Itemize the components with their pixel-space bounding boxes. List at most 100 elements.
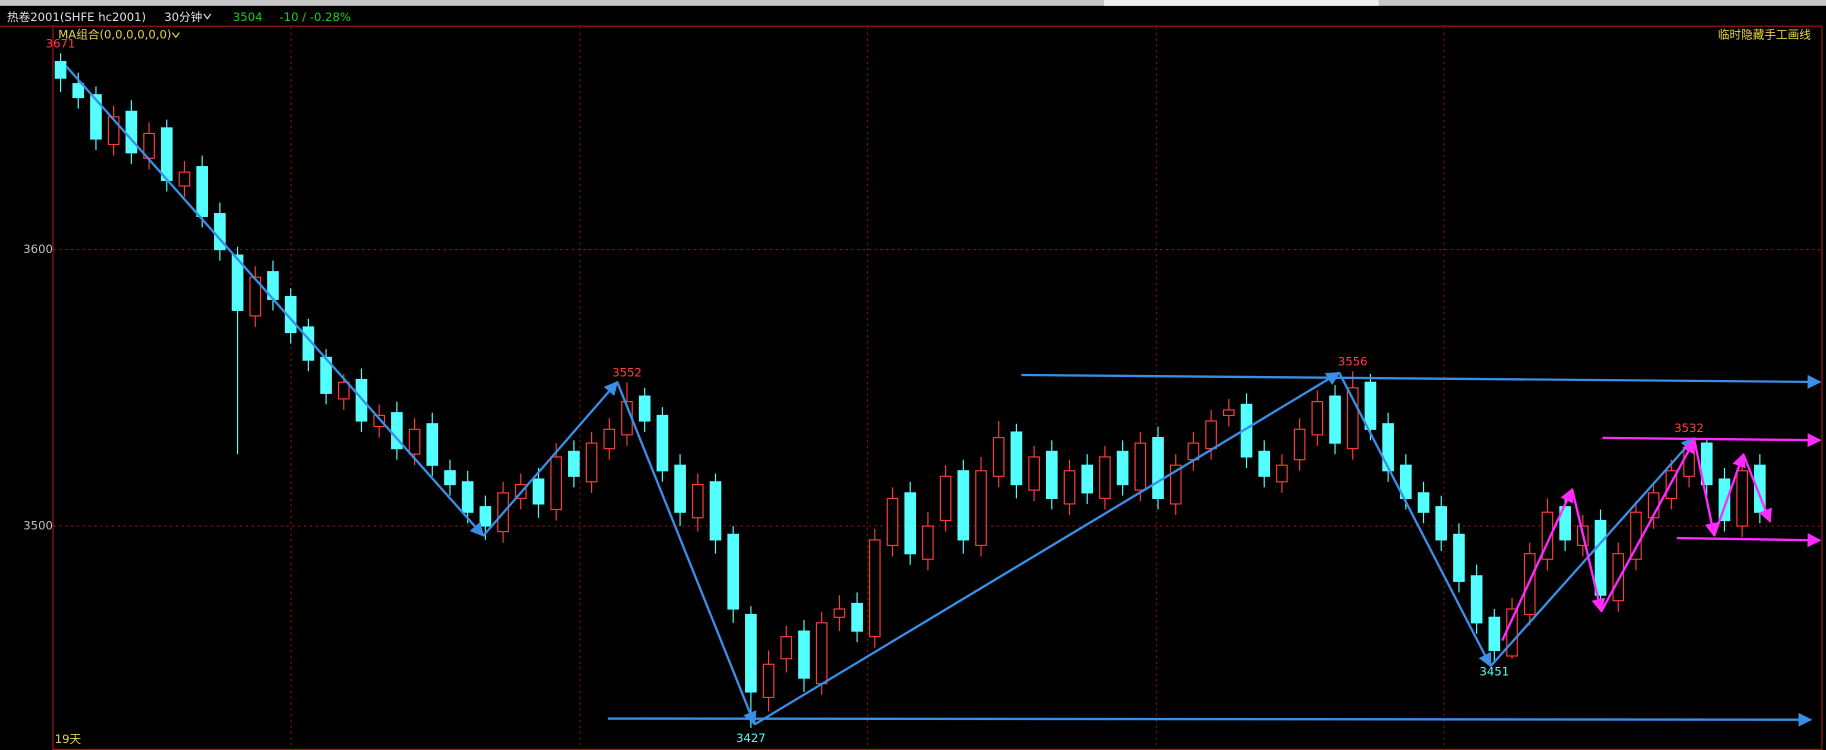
candle-body xyxy=(160,127,173,182)
candle-body xyxy=(1541,511,1554,560)
candle-body xyxy=(886,497,899,546)
candle-body xyxy=(1400,464,1412,499)
candle-body xyxy=(391,412,403,450)
candle-body xyxy=(1134,442,1147,491)
candle-body xyxy=(1736,470,1748,527)
candle-body xyxy=(1010,431,1023,486)
candle-body xyxy=(1258,450,1271,477)
candle-body xyxy=(922,525,934,560)
candle-body xyxy=(444,470,456,486)
high-label: 3532 xyxy=(1674,421,1704,435)
footer-label: 19天 xyxy=(55,732,82,746)
candle-body xyxy=(1523,553,1536,616)
trend-lines xyxy=(65,65,1822,727)
candle-body xyxy=(1276,464,1288,483)
candle-body xyxy=(656,414,669,472)
candle-body xyxy=(1488,616,1501,652)
hide-drawings-button[interactable]: 临时隐藏手工画线 xyxy=(1718,27,1811,41)
candle-body xyxy=(904,492,917,555)
low-label: 3451 xyxy=(1480,665,1510,679)
candle-body xyxy=(550,456,563,511)
period-arrow xyxy=(203,13,212,20)
candle-body xyxy=(1612,553,1625,602)
candle-body xyxy=(178,171,191,187)
candle-body xyxy=(337,381,350,400)
candle-body xyxy=(1045,450,1058,499)
candle-body xyxy=(975,470,987,546)
candle-body xyxy=(426,423,439,466)
candle-body xyxy=(1099,456,1111,499)
candle-body xyxy=(1506,608,1518,657)
candle-body xyxy=(798,630,810,679)
plot-frame xyxy=(52,25,1823,750)
candle-body xyxy=(373,414,385,428)
candle-body xyxy=(1293,428,1306,461)
candle-body xyxy=(1382,423,1394,472)
day-separators xyxy=(290,26,1445,749)
candle-body xyxy=(1470,575,1483,624)
candle-body xyxy=(125,110,138,154)
candle-body xyxy=(1223,409,1235,417)
candle-body xyxy=(107,116,120,146)
candle-body xyxy=(1700,442,1713,486)
candle-body xyxy=(1116,450,1129,486)
candle-body xyxy=(745,613,757,693)
candle-body xyxy=(1311,401,1324,436)
y-tick-label: 3500 xyxy=(23,519,53,533)
candle-body xyxy=(72,83,85,99)
candle-body xyxy=(1364,381,1377,430)
candle-body xyxy=(1417,492,1430,513)
candle-body xyxy=(479,506,492,527)
high-label: 3552 xyxy=(612,365,642,379)
candle-body xyxy=(1453,533,1465,582)
candle-body xyxy=(762,663,775,699)
candle-body xyxy=(568,450,580,477)
candle-body xyxy=(1594,519,1607,596)
candle-body xyxy=(939,475,952,522)
price: 3504 xyxy=(233,10,263,24)
high-label: 3671 xyxy=(46,36,76,50)
candle-body xyxy=(1435,506,1448,541)
candle-body xyxy=(868,539,881,638)
candle-body xyxy=(196,166,208,217)
candle-body xyxy=(231,254,244,311)
top-strip xyxy=(0,0,1826,6)
candle-body xyxy=(1329,395,1341,444)
candle-body xyxy=(1028,456,1040,491)
candle-body xyxy=(833,608,846,618)
candle-body xyxy=(1346,387,1359,450)
candle-body xyxy=(1081,464,1094,494)
candle-body xyxy=(709,481,722,541)
y-tick-label: 3600 xyxy=(23,242,53,256)
candle-body xyxy=(727,533,740,610)
indicator-arrow xyxy=(171,32,180,39)
candle-body xyxy=(1063,470,1076,505)
candle-body xyxy=(638,395,651,422)
indicator[interactable]: MA组合(0,0,0,0,0,0) xyxy=(58,27,171,41)
candle-body xyxy=(957,470,970,541)
candle-body xyxy=(90,94,102,140)
candle-body xyxy=(585,442,598,483)
candle-body xyxy=(780,636,793,660)
candle-body xyxy=(1169,464,1182,505)
candle-body xyxy=(691,483,704,519)
candle-body xyxy=(532,478,545,505)
candle-body xyxy=(54,60,67,79)
candle-body xyxy=(603,428,616,450)
top-window xyxy=(1103,0,1379,6)
candle-body xyxy=(851,602,863,632)
magenta-lines xyxy=(1501,433,1822,642)
candle-body xyxy=(408,428,421,455)
candle-body xyxy=(1152,436,1164,499)
candle-body xyxy=(1205,420,1217,450)
high-label: 3556 xyxy=(1338,354,1368,368)
candle-body xyxy=(815,622,828,685)
candle-body xyxy=(1683,448,1695,477)
candle-body xyxy=(249,276,262,317)
candles xyxy=(53,53,1822,728)
change: -10 / -0.28% xyxy=(279,10,350,24)
candle-body xyxy=(992,436,1005,477)
period[interactable]: 30分钟 xyxy=(164,10,202,24)
